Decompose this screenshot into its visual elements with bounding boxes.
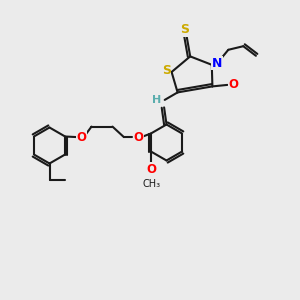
Text: S: S xyxy=(181,23,190,36)
Text: O: O xyxy=(228,78,239,92)
Text: O: O xyxy=(133,130,143,144)
Text: S: S xyxy=(162,64,171,77)
Text: CH₃: CH₃ xyxy=(142,178,160,189)
Text: O: O xyxy=(146,163,156,176)
Text: N: N xyxy=(212,57,222,70)
Text: H: H xyxy=(152,95,161,105)
Text: O: O xyxy=(76,130,86,144)
